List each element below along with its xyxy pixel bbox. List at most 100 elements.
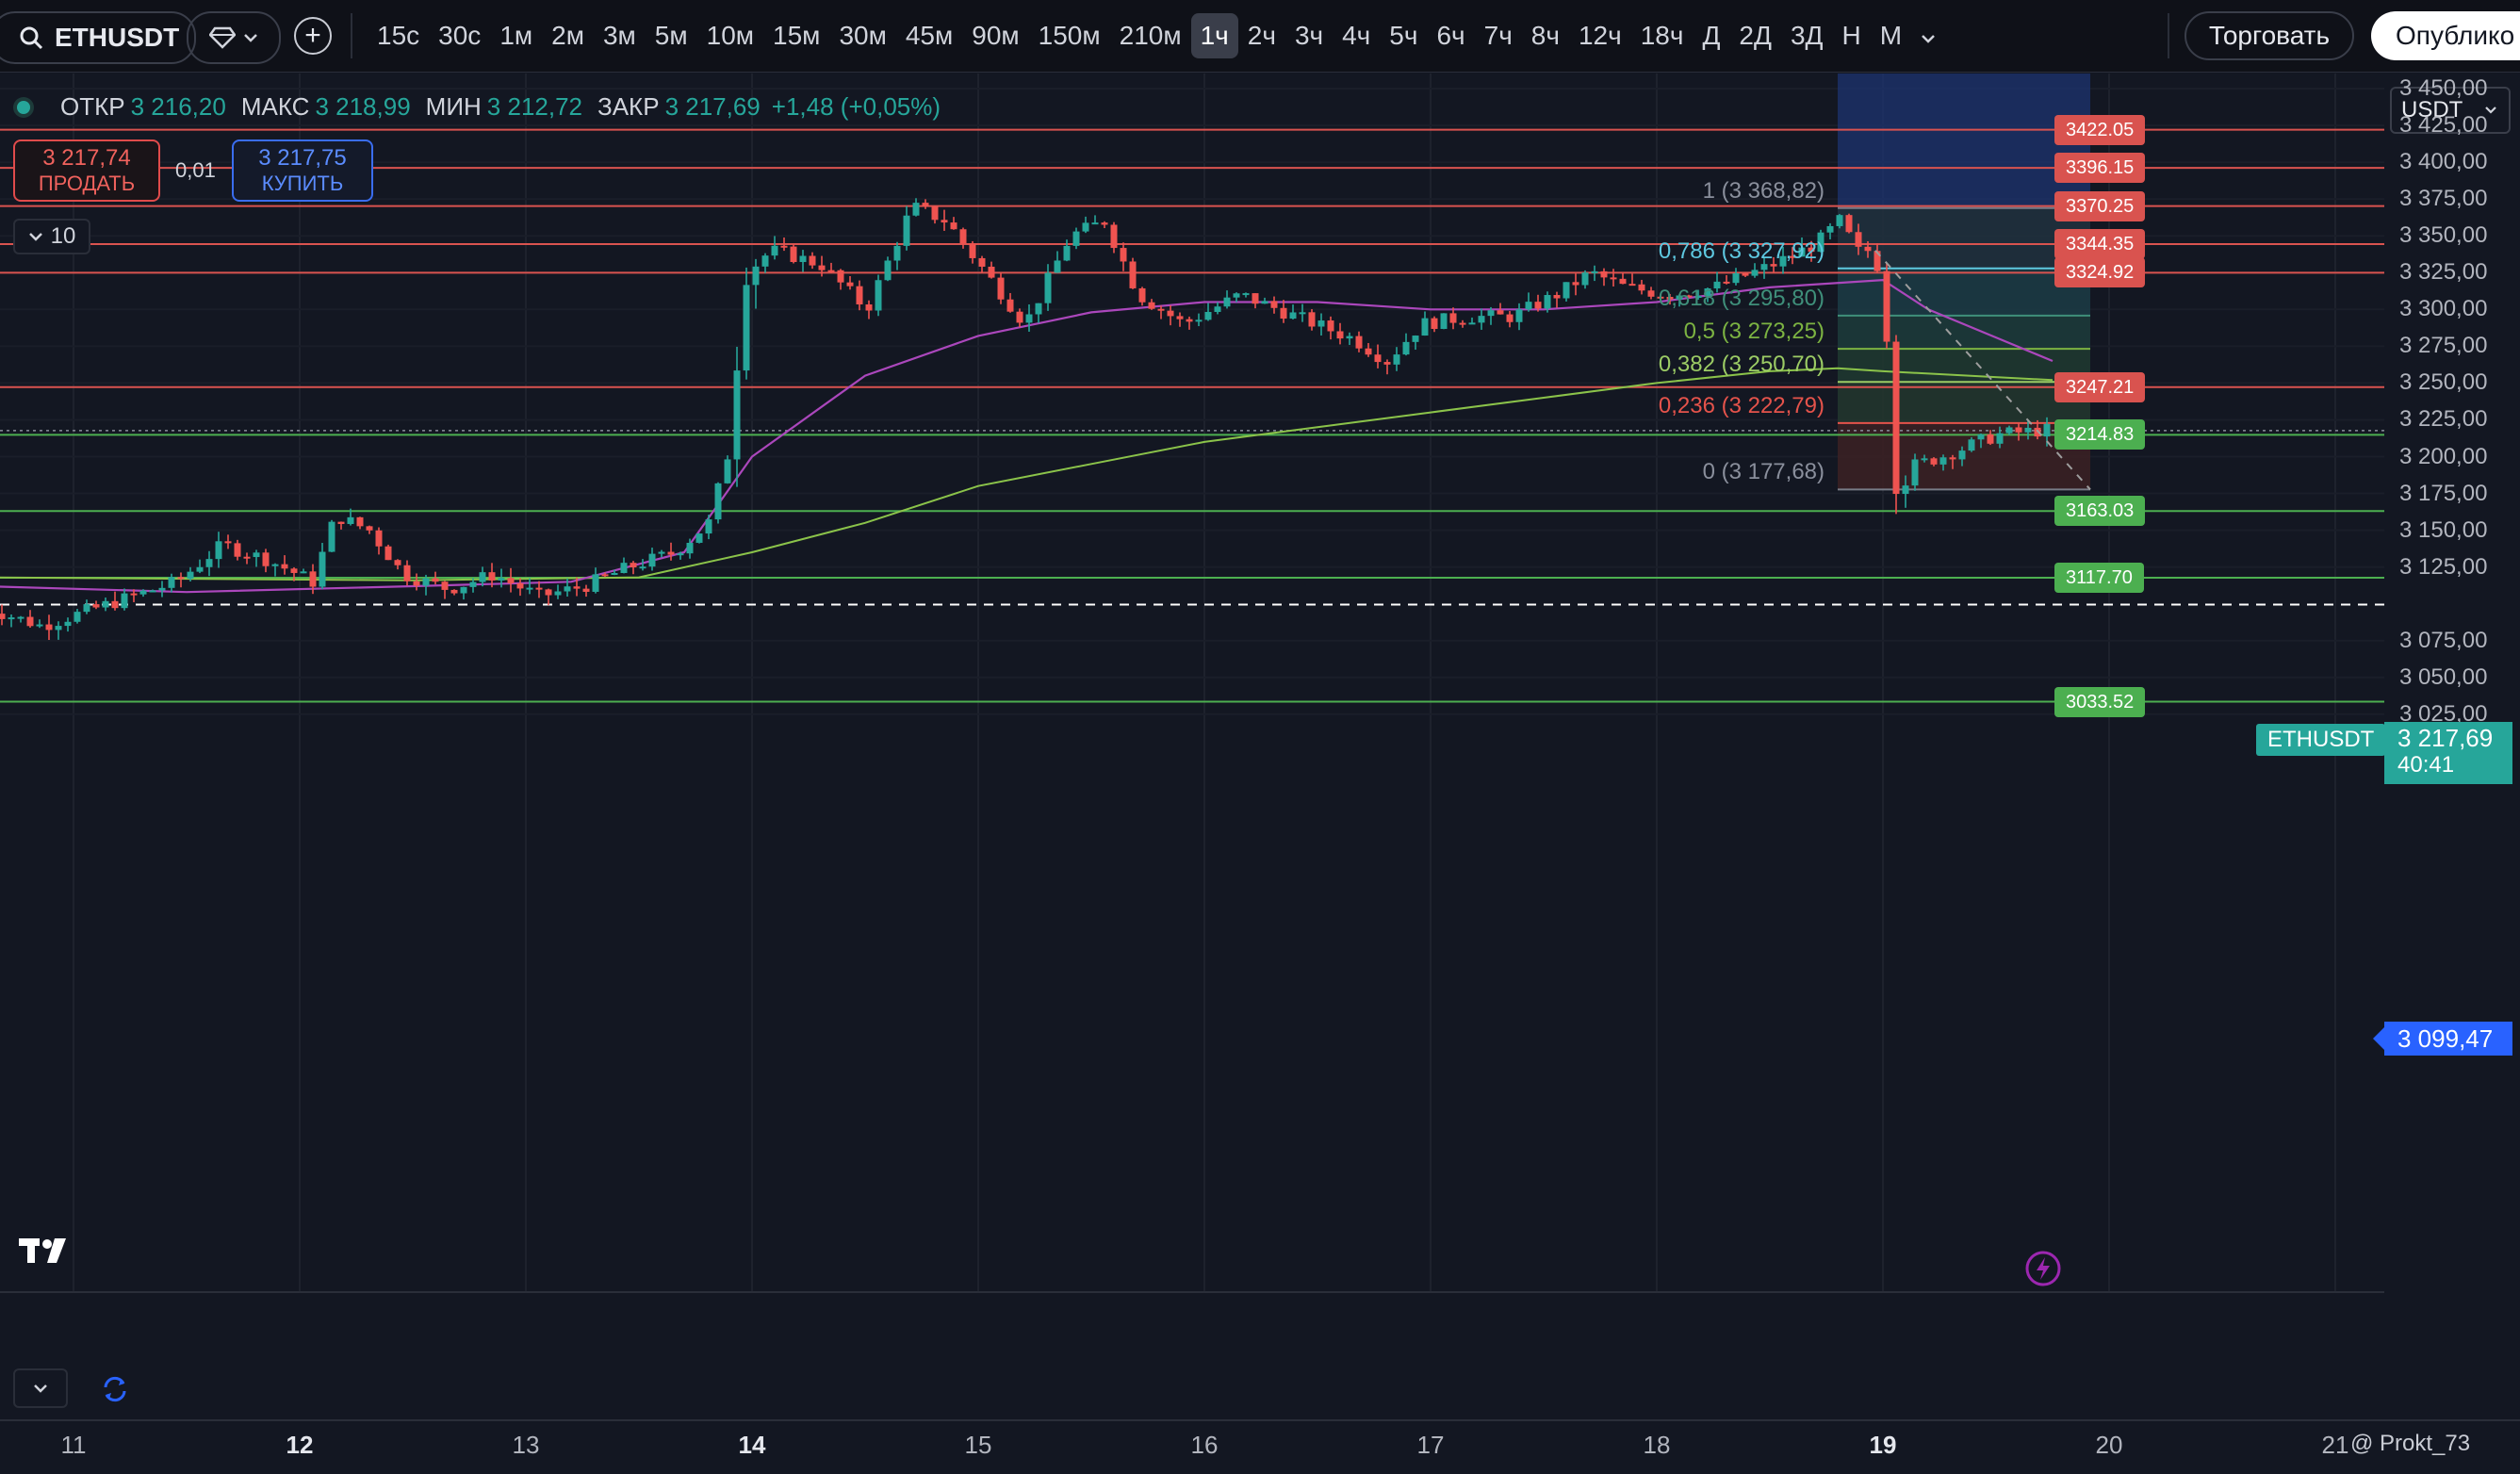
- price-chart[interactable]: [0, 74, 2384, 1291]
- candle: [1836, 214, 1843, 229]
- interval-26[interactable]: Н: [1841, 21, 1861, 50]
- position-target-zone[interactable]: [1838, 74, 2090, 208]
- price-tick-label: 3 400,00: [2399, 149, 2488, 175]
- publish-button[interactable]: Опублико: [2371, 11, 2520, 60]
- candle: [64, 617, 72, 632]
- level-tag-8[interactable]: 3117.70: [2054, 563, 2144, 594]
- candle: [1619, 272, 1627, 285]
- symbol-search-button[interactable]: ETHUSDT: [0, 11, 197, 64]
- candle: [771, 236, 778, 260]
- interval-25[interactable]: 3Д: [1790, 21, 1824, 50]
- candle: [432, 571, 439, 585]
- candle: [168, 573, 175, 593]
- candle: [111, 591, 119, 611]
- chevron-down-icon: [244, 34, 257, 42]
- interval-6[interactable]: 10м: [706, 21, 755, 50]
- candle: [149, 589, 156, 593]
- buy-button[interactable]: 3 217,75 КУПИТЬ: [232, 139, 373, 202]
- interval-5[interactable]: 5м: [654, 21, 688, 50]
- interval-21[interactable]: 12ч: [1578, 21, 1622, 50]
- interval-13[interactable]: 1ч: [1190, 13, 1238, 58]
- level-tag-1[interactable]: 3396.15: [2054, 153, 2146, 184]
- candle: [1713, 271, 1721, 293]
- candle: [1789, 247, 1796, 265]
- candle: [498, 568, 505, 588]
- buy-price: 3 217,75: [258, 145, 347, 171]
- candle: [375, 527, 383, 555]
- interval-9[interactable]: 45м: [905, 21, 954, 50]
- candle: [1572, 273, 1579, 296]
- interval-17[interactable]: 5ч: [1389, 21, 1418, 50]
- price-tick-label: 3 300,00: [2399, 296, 2488, 322]
- interval-23[interactable]: Д: [1702, 21, 1721, 50]
- watermark-text: @ Prokt_73: [2350, 1431, 2471, 1456]
- candle: [469, 578, 477, 593]
- level-tag-5[interactable]: 3247.21: [2054, 371, 2146, 402]
- alert-price-label[interactable]: 3 099,47: [2373, 1022, 2512, 1056]
- level-tag-7[interactable]: 3163.03: [2054, 496, 2146, 527]
- candle: [1120, 242, 1127, 271]
- interval-11[interactable]: 150м: [1038, 21, 1101, 50]
- candle: [1431, 316, 1438, 333]
- interval-10[interactable]: 90м: [972, 21, 1020, 50]
- level-tag-3[interactable]: 3344.35: [2054, 229, 2146, 260]
- compare-add-button[interactable]: +: [294, 17, 332, 55]
- candle: [1968, 436, 1975, 452]
- interval-7[interactable]: 15м: [773, 21, 821, 50]
- interval-24[interactable]: 2Д: [1739, 21, 1772, 50]
- time-axis[interactable]: [0, 1419, 2520, 1474]
- interval-1[interactable]: 30с: [438, 21, 482, 50]
- collapse-panel-button[interactable]: [13, 1368, 68, 1408]
- sell-button[interactable]: 3 217,74 ПРОДАТЬ: [13, 139, 160, 202]
- interval-2[interactable]: 1м: [499, 21, 533, 50]
- level-tag-2[interactable]: 3370.25: [2054, 190, 2146, 221]
- candle: [290, 566, 298, 581]
- interval-19[interactable]: 7ч: [1483, 21, 1513, 50]
- candle: [611, 569, 618, 576]
- interval-8[interactable]: 30м: [839, 21, 887, 50]
- currency-select[interactable]: USDT: [2390, 87, 2511, 134]
- high-value: 3 218,99: [315, 92, 411, 121]
- interval-0[interactable]: 15с: [377, 21, 420, 50]
- candle: [1506, 311, 1514, 328]
- candle: [488, 563, 496, 588]
- interval-3[interactable]: 2м: [551, 21, 584, 50]
- candle: [55, 621, 62, 640]
- interval-14[interactable]: 2ч: [1247, 21, 1276, 50]
- candle: [1044, 264, 1052, 311]
- candle: [658, 549, 665, 558]
- candle: [639, 559, 646, 571]
- candle: [818, 255, 826, 277]
- interval-20[interactable]: 8ч: [1530, 21, 1560, 50]
- interval-27[interactable]: М: [1879, 21, 1903, 50]
- time-tick-label: 17: [1416, 1431, 1445, 1459]
- candle: [1072, 227, 1080, 250]
- level-tag-6[interactable]: 3214.83: [2054, 419, 2146, 450]
- candle: [1647, 287, 1655, 300]
- sell-label: ПРОДАТЬ: [38, 172, 136, 195]
- price-tick-label: 3 250,00: [2399, 369, 2488, 396]
- interval-16[interactable]: 4ч: [1342, 21, 1371, 50]
- interval-12[interactable]: 210м: [1119, 21, 1182, 50]
- candle: [827, 262, 835, 273]
- price-tick-label: 3 375,00: [2399, 186, 2488, 212]
- candle: [1723, 274, 1730, 285]
- indicators-toggle[interactable]: 10: [13, 219, 90, 254]
- interval-15[interactable]: 3ч: [1294, 21, 1324, 50]
- premium-menu-button[interactable]: [187, 11, 281, 64]
- candle: [385, 544, 392, 561]
- interval-18[interactable]: 6ч: [1436, 21, 1465, 50]
- level-tag-9[interactable]: 3033.52: [2054, 686, 2146, 717]
- trade-button[interactable]: Торговать: [2185, 11, 2354, 60]
- level-tag-0[interactable]: 3422.05: [2054, 114, 2146, 145]
- interval-22[interactable]: 18ч: [1640, 21, 1684, 50]
- level-tag-4[interactable]: 3324.92: [2054, 257, 2146, 288]
- candle: [1054, 251, 1061, 273]
- candle: [1412, 335, 1419, 351]
- refresh-icon[interactable]: [98, 1372, 132, 1406]
- candle: [865, 300, 873, 319]
- candle: [1317, 313, 1325, 336]
- lightning-icon[interactable]: [2024, 1250, 2062, 1287]
- interval-4[interactable]: 3м: [602, 21, 636, 50]
- more-intervals-chevron-icon[interactable]: [1911, 13, 1945, 58]
